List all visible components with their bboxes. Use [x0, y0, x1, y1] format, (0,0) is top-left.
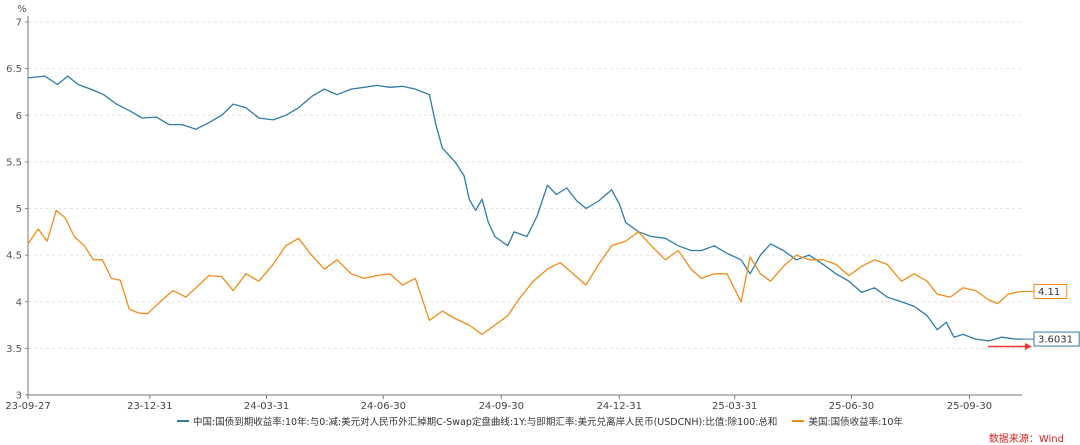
legend: 中国:国债到期收益率:10年:与0:减:美元对人民币外汇掉期C-Swap定盘曲线… — [0, 414, 1080, 428]
y-tick-label: 6.5 — [6, 64, 22, 75]
y-tick-label: 4 — [16, 297, 22, 308]
end-label-0: 3.6031 — [1038, 335, 1073, 346]
data-source: 数据来源：Wind — [988, 434, 1064, 445]
x-tick-label: 25-03-31 — [712, 401, 757, 410]
annotation-arrow-head — [1025, 343, 1032, 351]
end-label-box-0 — [1033, 331, 1080, 347]
x-tick-label: 24-09-30 — [479, 401, 524, 410]
x-tick-label: 23-09-27 — [5, 401, 50, 410]
legend-item-us: 美国:国债收益率:10年 — [792, 414, 903, 428]
series-lines — [27, 75, 1023, 342]
y-tick-label: 7 — [16, 18, 22, 29]
x-tick-label: 24-06-30 — [361, 401, 406, 410]
legend-label-us: 美国:国债收益率:10年 — [808, 417, 903, 428]
y-tick-label: 5 — [16, 204, 22, 215]
axes: 3 3.5 4 4.5 5 5.5 6 6.5 7% 23-09-27 23-12-31 24-03-… — [5, 4, 1022, 410]
end-labels: 3.6031 4.11 — [988, 283, 1080, 351]
series-line-0 — [27, 75, 1022, 342]
y-axis-unit: % — [17, 4, 27, 15]
end-label-box-1 — [1033, 283, 1068, 299]
y-tick-label: 3 — [16, 391, 22, 402]
x-tick-label: 24-03-31 — [244, 401, 289, 410]
y-tick-label: 3.5 — [6, 344, 22, 355]
line-chart: 3 3.5 4 4.5 5 5.5 6 6.5 7% 23-09-27 23-12-31 24-03-… — [5, 4, 1080, 410]
legend-label-china: 中国:国债到期收益率:10年:与0:减:美元对人民币外汇掉期C-Swap定盘曲线… — [193, 417, 778, 428]
x-tick-label: 25-06-30 — [829, 401, 874, 410]
legend-swatch-us — [792, 420, 805, 422]
end-label-1: 4.11 — [1038, 287, 1060, 298]
x-tick-label: 25-09-30 — [947, 401, 992, 410]
series-line-1 — [27, 209, 1023, 336]
y-tick-label: 5.5 — [6, 157, 22, 168]
legend-item-china: 中国:国债到期收益率:10年:与0:减:美元对人民币外汇掉期C-Swap定盘曲线… — [177, 414, 777, 428]
legend-swatch-china — [177, 420, 190, 422]
x-tick-label: 23-12-31 — [127, 401, 172, 410]
y-tick-label: 6 — [16, 111, 22, 122]
gridlines — [28, 21, 1022, 349]
x-tick-label: 24-12-31 — [597, 401, 642, 410]
y-tick-label: 4.5 — [6, 251, 22, 262]
